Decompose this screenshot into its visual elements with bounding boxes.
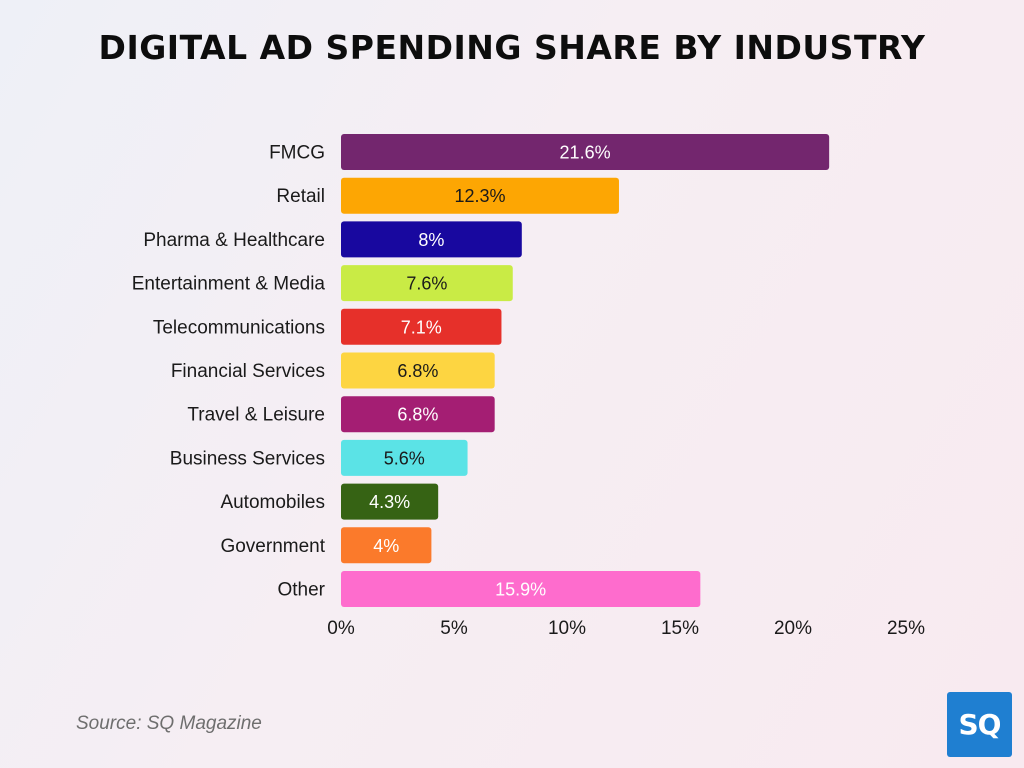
logo-text: SQ [958, 708, 1002, 741]
bar-6 [341, 396, 495, 433]
category-label: Automobiles [220, 492, 325, 513]
bar-2 [341, 221, 522, 258]
x-tick-label: 5% [440, 618, 468, 639]
bar-5 [341, 352, 495, 389]
x-tick-label: 0% [327, 618, 355, 639]
bar-9 [341, 527, 432, 564]
bar-value-label: 4% [373, 536, 399, 556]
bar-value-label: 6.8% [397, 361, 438, 381]
source-note: Source: SQ Magazine [76, 713, 262, 734]
bars-group: 21.6% 12.3% 8% 7.6% 7.1% 6.8% 6.8% 5.6% 4.3% 4% 15… [341, 134, 830, 607]
x-tick-label: 10% [548, 618, 586, 639]
bar-value-label: 7.6% [406, 274, 447, 294]
bar-value-label: 5.6% [384, 448, 425, 468]
category-label: Financial Services [171, 361, 325, 382]
category-label: Travel & Leisure [187, 405, 325, 426]
bar-1 [341, 177, 619, 214]
chart-title: DIGITAL AD SPENDING SHARE BY INDUSTRY [98, 28, 926, 67]
category-label: Government [220, 536, 325, 557]
bar-chart: 21.6% 12.3% 8% 7.6% 7.1% 6.8% 6.8% 5.6% 4.3% 4% 15… [132, 134, 925, 639]
category-labels-group: FMCG Retail Pharma & Healthcare Entertainme… [132, 143, 326, 601]
bar-value-label: 7.1% [401, 317, 442, 337]
bar-value-label: 4.3% [369, 492, 410, 512]
category-label: Business Services [170, 448, 325, 469]
category-label: Pharma & Healthcare [143, 230, 325, 251]
x-axis-ticks-group: 0% 5% 10% 15% 20% 25% [327, 618, 925, 639]
x-tick-label: 25% [887, 618, 925, 639]
category-label: FMCG [269, 143, 325, 164]
bar-4 [341, 308, 502, 345]
bar-3 [341, 265, 513, 302]
x-tick-label: 15% [661, 618, 699, 639]
bar-value-label: 12.3% [454, 186, 505, 206]
sq-logo: SQ [947, 692, 1012, 757]
x-tick-label: 20% [774, 618, 812, 639]
bar-7 [341, 439, 468, 476]
bar-0 [341, 134, 830, 170]
bar-8 [341, 483, 439, 520]
bar-value-label: 15.9% [495, 580, 546, 600]
bar-value-label: 21.6% [560, 143, 611, 163]
category-label: Telecommunications [153, 317, 325, 338]
bar-10 [341, 571, 701, 607]
bar-value-label: 6.8% [397, 405, 438, 425]
bar-value-label: 8% [418, 230, 444, 250]
category-label: Entertainment & Media [132, 274, 326, 295]
category-label: Other [277, 580, 325, 601]
category-label: Retail [276, 186, 325, 207]
